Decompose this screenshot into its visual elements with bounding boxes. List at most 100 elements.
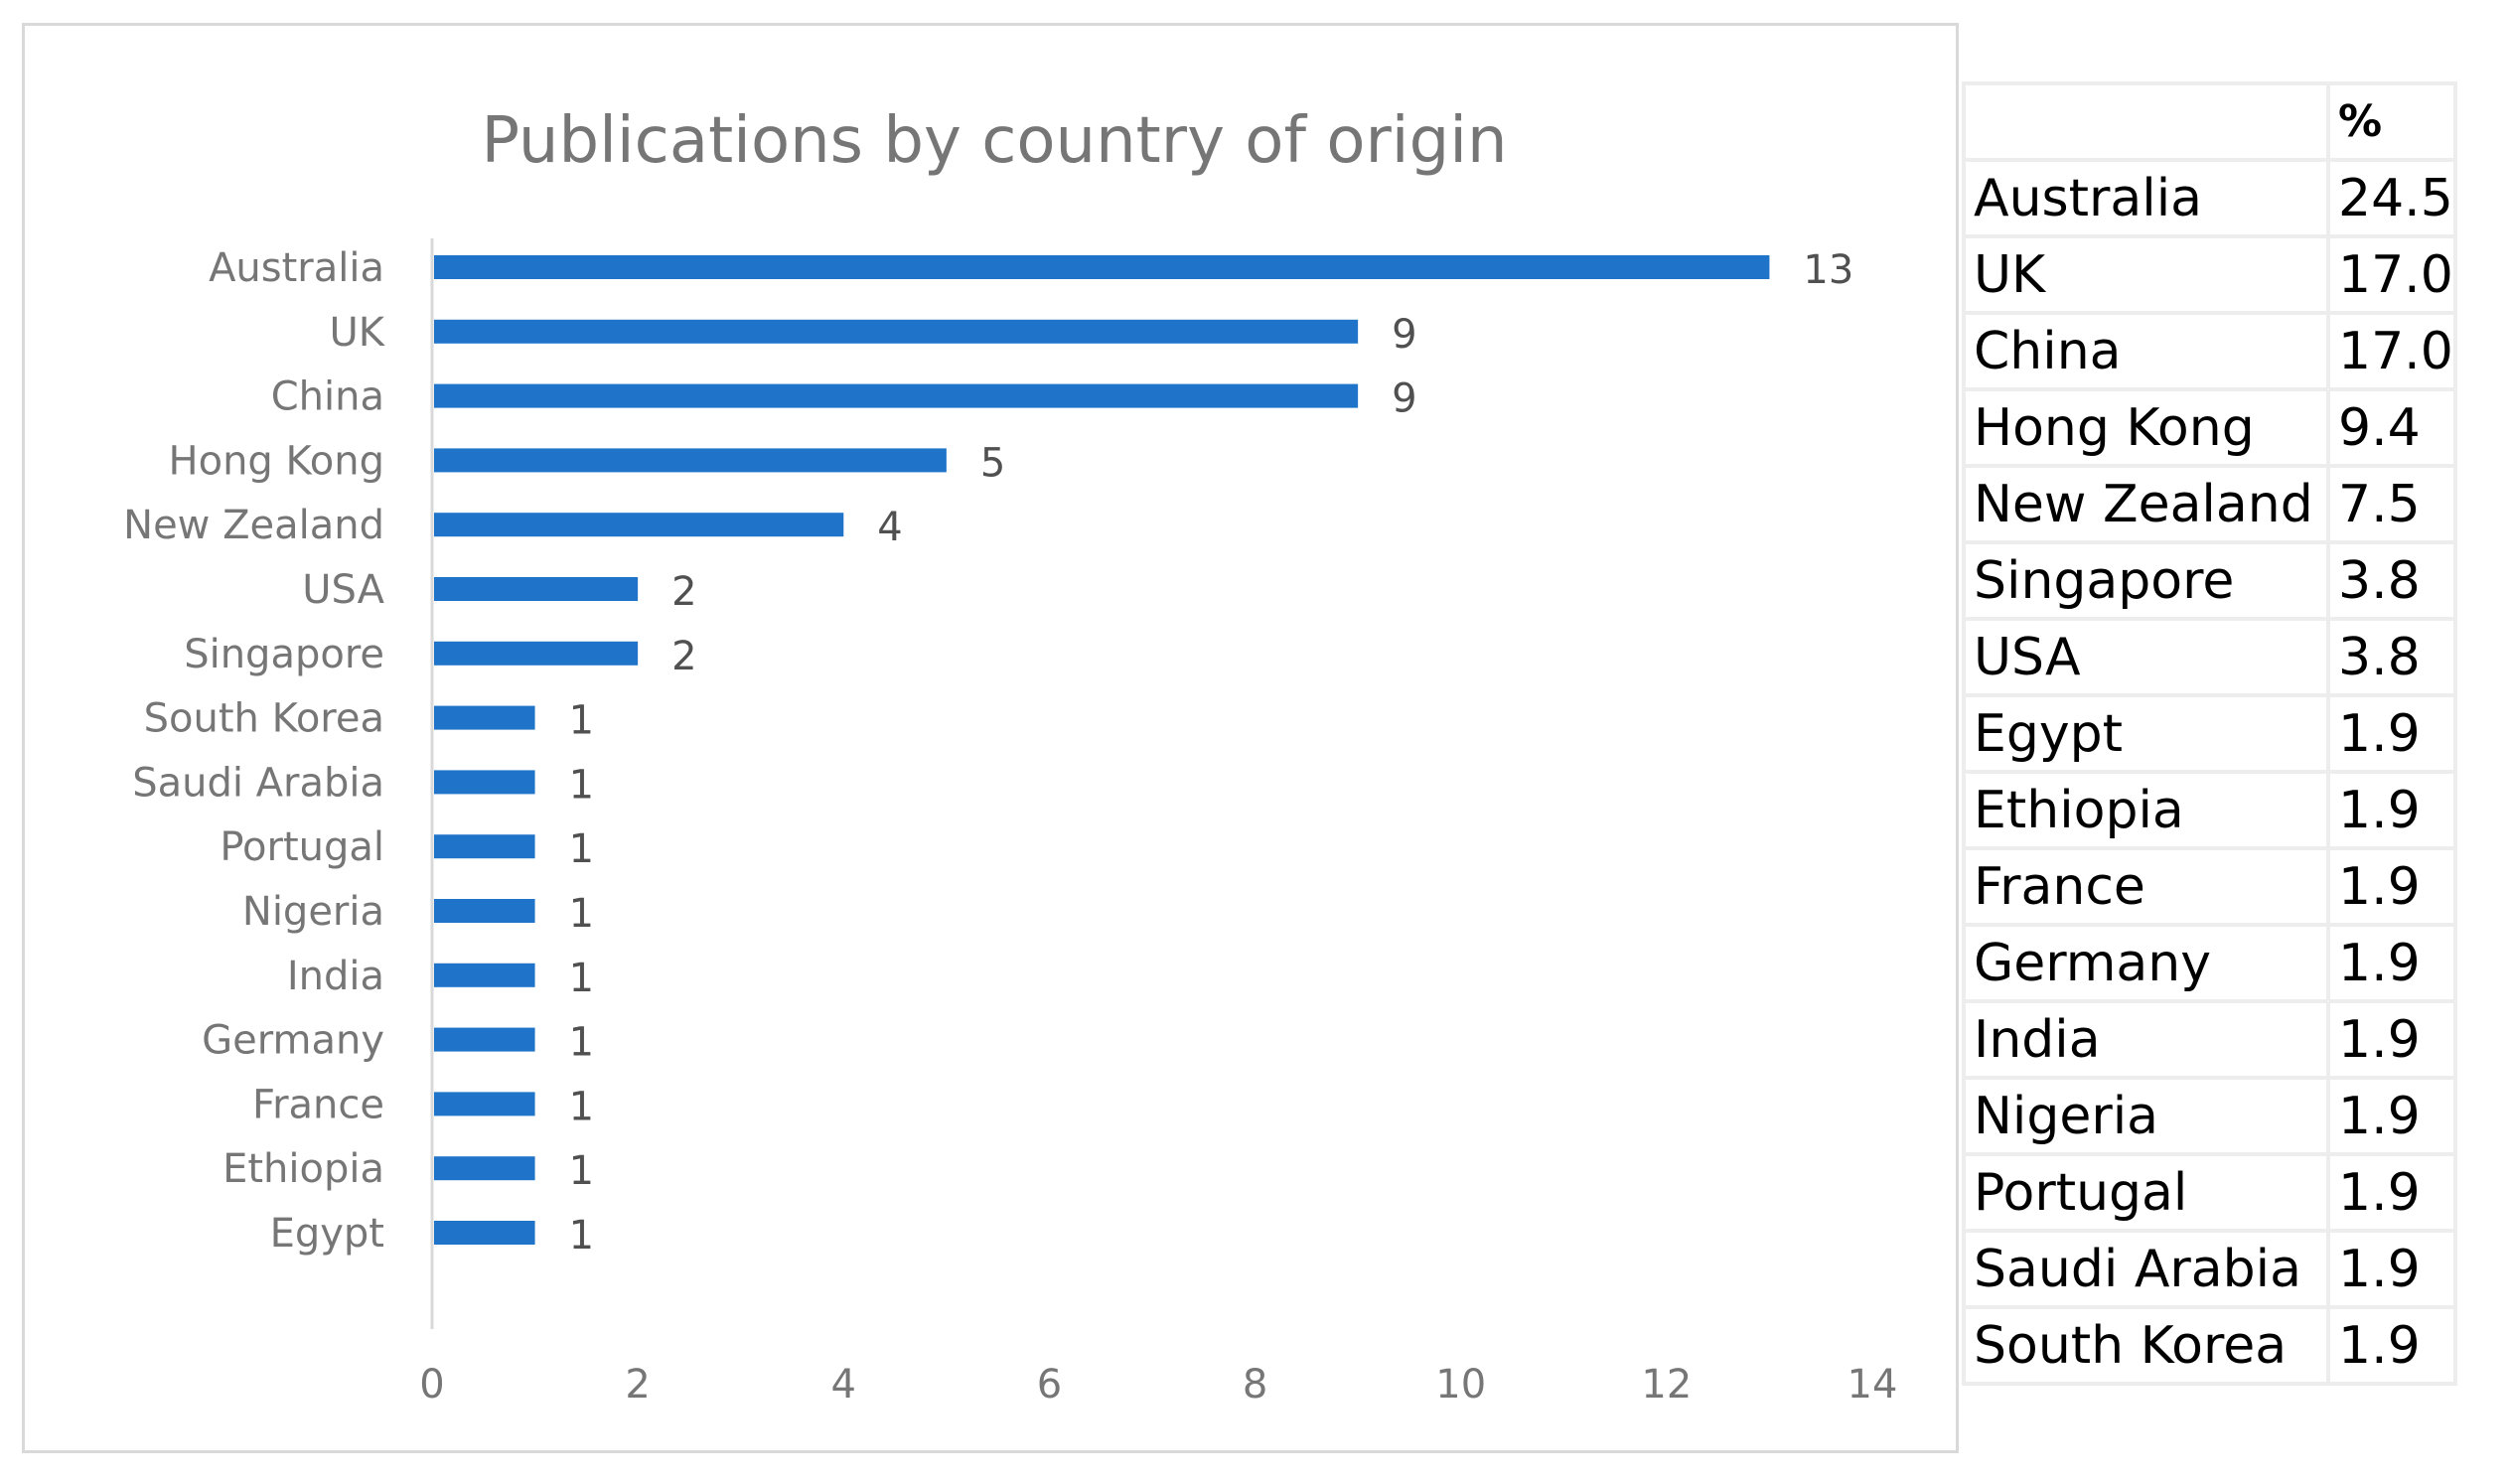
bar [434, 899, 535, 923]
table-header-row: % [1962, 81, 2457, 162]
x-tick-label: 8 [1243, 1362, 1267, 1408]
percent-cell: 1.9 [2326, 1152, 2457, 1233]
category-label: UK [329, 310, 385, 356]
table-row: Saudi Arabia 1.9 [1962, 1229, 2457, 1309]
bar [434, 255, 1770, 279]
data-label: 1 [569, 1213, 594, 1259]
category-label: Hong Kong [169, 438, 384, 484]
country-cell: Germany [1962, 923, 2330, 1003]
data-label: 1 [569, 1020, 594, 1066]
data-labels: 13 9 9 5 4 2 2 1 1 1 1 1 1 1 1 1 [569, 247, 1854, 1259]
bar [434, 963, 535, 987]
x-tick-label: 10 [1435, 1362, 1486, 1408]
data-label: 5 [980, 440, 1005, 486]
country-cell: South Korea [1962, 1305, 2330, 1386]
table-row: South Korea 1.9 [1962, 1305, 2457, 1386]
table-row: Portugal 1.9 [1962, 1152, 2457, 1233]
data-label: 2 [671, 569, 696, 615]
table-row: Egypt 1.9 [1962, 693, 2457, 774]
country-cell: Portugal [1962, 1152, 2330, 1233]
country-cell: India [1962, 999, 2330, 1080]
percent-cell: 9.4 [2326, 387, 2457, 468]
table-header-percent: % [2326, 81, 2457, 162]
bar [434, 1221, 535, 1245]
table-header-country [1962, 81, 2330, 162]
country-cell: New Zealand [1962, 464, 2330, 544]
category-label: France [252, 1082, 384, 1127]
country-cell: Egypt [1962, 693, 2330, 774]
table-row: Germany 1.9 [1962, 923, 2457, 1003]
x-axis-ticks: 0 2 4 6 8 10 12 14 [419, 1362, 1897, 1408]
chart-title: Publications by country of origin [481, 104, 1507, 178]
table-row: France 1.9 [1962, 846, 2457, 927]
table-row: Hong Kong 9.4 [1962, 387, 2457, 468]
category-label: Nigeria [242, 889, 384, 935]
data-label: 1 [569, 891, 594, 937]
data-label: 1 [569, 956, 594, 1001]
bar [434, 1027, 535, 1052]
bar [434, 513, 844, 537]
x-tick-label: 12 [1641, 1362, 1692, 1408]
category-label: China [271, 374, 384, 420]
table-row: Nigeria 1.9 [1962, 1076, 2457, 1156]
percent-cell: 1.9 [2326, 693, 2457, 774]
category-label: India [287, 954, 384, 999]
bar [434, 577, 639, 601]
bar [434, 448, 947, 473]
category-label: Singapore [184, 632, 384, 677]
percent-cell: 17.0 [2326, 234, 2457, 315]
country-cell: USA [1962, 617, 2330, 697]
country-cell: Singapore [1962, 540, 2330, 621]
country-cell: Saudi Arabia [1962, 1229, 2330, 1309]
table-row: Ethiopia 1.9 [1962, 770, 2457, 850]
category-label: USA [302, 567, 384, 613]
data-label: 1 [569, 698, 594, 744]
country-cell: Nigeria [1962, 1076, 2330, 1156]
x-tick-label: 0 [419, 1362, 444, 1408]
category-label: Ethiopia [222, 1146, 384, 1192]
x-tick-label: 2 [625, 1362, 650, 1408]
percent-cell: 1.9 [2326, 1229, 2457, 1309]
table-row: USA 3.8 [1962, 617, 2457, 697]
data-label: 9 [1392, 376, 1416, 422]
data-label: 13 [1803, 247, 1853, 293]
percent-cell: 1.9 [2326, 1305, 2457, 1386]
category-label: Germany [202, 1018, 384, 1064]
percentage-table: % Australia 24.5 UK 17.0 China 17.0 Hong Kong 9… [1962, 81, 2457, 1386]
table-row: China 17.0 [1962, 311, 2457, 391]
percent-cell: 3.8 [2326, 540, 2457, 621]
bar [434, 641, 639, 666]
percent-cell: 24.5 [2326, 158, 2457, 238]
data-label: 1 [569, 762, 594, 808]
bar [434, 319, 1359, 344]
category-label: South Korea [144, 696, 384, 742]
bar [434, 1156, 535, 1181]
percent-cell: 17.0 [2326, 311, 2457, 391]
table-row: India 1.9 [1962, 999, 2457, 1080]
category-labels: Australia UK China Hong Kong New Zealand USA S… [123, 245, 386, 1257]
x-tick-label: 14 [1847, 1362, 1898, 1408]
category-label: Australia [209, 245, 384, 291]
bar [434, 770, 535, 795]
country-cell: Australia [1962, 158, 2330, 238]
data-label: 1 [569, 1084, 594, 1129]
country-cell: France [1962, 846, 2330, 927]
country-cell: Hong Kong [1962, 387, 2330, 468]
country-cell: UK [1962, 234, 2330, 315]
percent-cell: 1.9 [2326, 923, 2457, 1003]
x-tick-label: 4 [831, 1362, 856, 1408]
country-cell: Ethiopia [1962, 770, 2330, 850]
percent-cell: 1.9 [2326, 846, 2457, 927]
category-label: New Zealand [123, 503, 384, 548]
table-row: Singapore 3.8 [1962, 540, 2457, 621]
data-label: 1 [569, 826, 594, 872]
bar-chart: Publications by country of origin Austra… [123, 104, 1897, 1408]
table-row: Australia 24.5 [1962, 158, 2457, 238]
category-label: Portugal [220, 824, 384, 870]
bar [434, 1092, 535, 1116]
data-label: 1 [569, 1148, 594, 1194]
table-body: Australia 24.5 UK 17.0 China 17.0 Hong Kong 9.4… [1962, 158, 2457, 1386]
percent-cell: 1.9 [2326, 999, 2457, 1080]
bars [434, 255, 1770, 1245]
